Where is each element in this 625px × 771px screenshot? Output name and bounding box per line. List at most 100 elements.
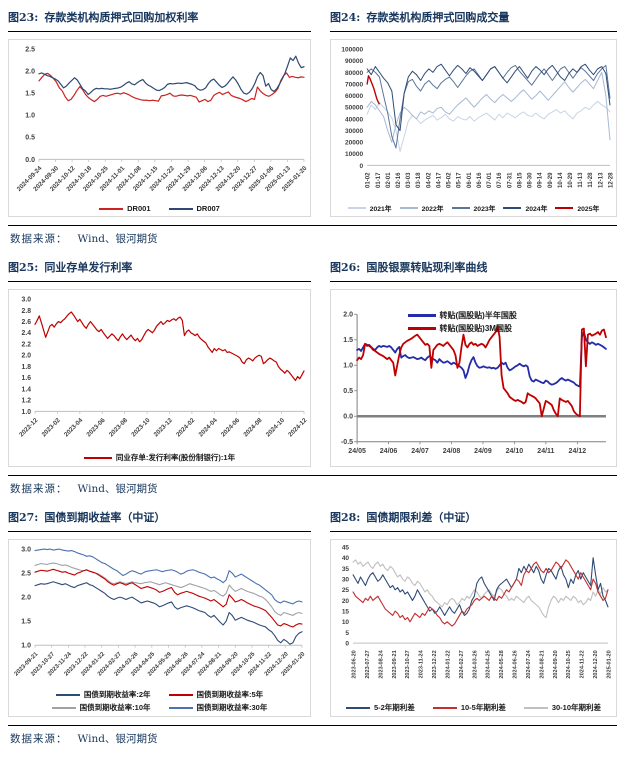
svg-text:2.6: 2.6 [22, 319, 32, 326]
svg-text:2024-11-22: 2024-11-22 [580, 650, 586, 678]
svg-text:2024-08-21: 2024-08-21 [539, 650, 545, 678]
svg-text:2023-04: 2023-04 [63, 417, 85, 439]
figure-24-chart: 0 10000 20000 30000 40000 50000 60000 70000 8000… [330, 39, 617, 217]
svg-text:2023-07-27: 2023-07-27 [365, 650, 371, 678]
figure-number: 图27: [8, 511, 39, 524]
svg-text:24/07: 24/07 [411, 448, 429, 455]
svg-text:0.0: 0.0 [343, 414, 353, 421]
svg-text:10-29: 10-29 [568, 172, 574, 188]
svg-text:2024-05-28: 2024-05-28 [499, 650, 505, 678]
svg-text:2025-01-20: 2025-01-20 [606, 650, 612, 678]
data-source-line: 数据来源： Wind、银河期货 [10, 482, 617, 496]
svg-text:07-01: 07-01 [487, 172, 493, 188]
svg-text:1.6: 1.6 [22, 375, 32, 382]
svg-text:24/06: 24/06 [380, 448, 398, 455]
svg-text:1.5: 1.5 [343, 337, 353, 344]
svg-text:3.0: 3.0 [22, 297, 32, 304]
svg-text:08-30: 08-30 [528, 172, 534, 188]
figure-26: 图26: 国股银票转贴现利率曲线 -0.5 0.0 0.5 1.0 1.5 2.0 24/05… [330, 255, 617, 467]
chart-canvas: 0 10000 20000 30000 40000 50000 60000 70000 8000… [341, 47, 615, 188]
svg-text:0.5: 0.5 [25, 135, 35, 142]
divider [8, 475, 617, 476]
svg-text:-0.5: -0.5 [341, 439, 353, 446]
svg-text:02-16: 02-16 [396, 172, 402, 188]
svg-text:2024-09-20: 2024-09-20 [553, 650, 559, 678]
series-2025年 [366, 75, 380, 105]
figure-27: 图27: 国债到期收益率（中证） 1.0 1.5 2.0 2.5 3.0 2023-09-2… [8, 505, 311, 717]
figure-25-title: 图25: 同业存单发行利率 [8, 260, 311, 275]
svg-text:5: 5 [345, 630, 349, 637]
series-DR007 [38, 55, 305, 96]
series-DR001 [38, 72, 305, 103]
svg-text:2024-04-25: 2024-04-25 [486, 650, 492, 678]
figure-28-chart: 0 5 10 15 20 25 30 35 40 45 2023-06-20 2023-07-27 20… [330, 539, 617, 717]
svg-text:03-18: 03-18 [416, 172, 422, 188]
data-source-value: Wind、银河期货 [77, 483, 158, 495]
svg-text:90000: 90000 [345, 58, 363, 65]
svg-text:2024-03-26: 2024-03-26 [472, 650, 478, 678]
figure-row-1: 图23: 存款类机构质押式回购加权利率 0.0 0.5 1.0 1.5 2.0 2.5 202… [8, 5, 617, 217]
chart-canvas: -0.5 0.0 0.5 1.0 1.5 2.0 24/05 24/06 24/07 24/08 2… [341, 312, 607, 455]
figure-number: 图26: [330, 261, 361, 274]
svg-text:2023-06: 2023-06 [85, 417, 107, 439]
svg-text:09-14: 09-14 [538, 172, 544, 188]
data-source-label: 数据来源： [10, 733, 68, 745]
svg-text:2023-12-22: 2023-12-22 [432, 650, 438, 678]
series-国债到期收益率:30年 [34, 548, 303, 605]
svg-text:05-02: 05-02 [447, 172, 453, 188]
svg-text:1.4: 1.4 [22, 386, 32, 393]
svg-text:10000: 10000 [345, 151, 363, 158]
series-2021年 [366, 100, 611, 152]
svg-text:0: 0 [359, 163, 363, 170]
svg-text:11-28: 11-28 [588, 172, 594, 188]
data-source-label: 数据来源： [10, 233, 68, 245]
divider [8, 281, 311, 282]
svg-text:24/10: 24/10 [506, 448, 524, 455]
svg-text:2024-02-27: 2024-02-27 [459, 650, 465, 678]
svg-text:2024-04: 2024-04 [197, 417, 219, 439]
svg-text:70000: 70000 [345, 81, 363, 88]
svg-text:2024-02: 2024-02 [175, 417, 197, 439]
svg-text:2024-06-26: 2024-06-26 [513, 650, 519, 678]
report-page: 图23: 存款类机构质押式回购加权利率 0.0 0.5 1.0 1.5 2.0 2.5 202… [8, 5, 617, 746]
data-source-line: 数据来源： Wind、银河期货 [10, 732, 617, 746]
svg-text:2024-01-22: 2024-01-22 [446, 650, 452, 678]
svg-text:25: 25 [342, 587, 350, 594]
svg-text:1.0: 1.0 [21, 643, 31, 650]
svg-text:10-14: 10-14 [558, 172, 564, 188]
svg-text:20: 20 [342, 598, 350, 605]
figure-23-chart: 0.0 0.5 1.0 1.5 2.0 2.5 2024-09-24 2024-09-30 20… [8, 39, 311, 217]
series-2024年 [366, 63, 611, 132]
svg-text:1.5: 1.5 [21, 619, 31, 626]
svg-text:15: 15 [342, 609, 350, 616]
divider [330, 531, 617, 532]
svg-text:2024-10-25: 2024-10-25 [566, 650, 572, 678]
svg-text:2023-12: 2023-12 [153, 417, 175, 439]
svg-text:2.2: 2.2 [22, 341, 32, 348]
svg-text:1.8: 1.8 [22, 364, 32, 371]
svg-text:1.0: 1.0 [25, 113, 35, 120]
svg-text:07-16: 07-16 [497, 172, 503, 188]
chart-canvas: 1.0 1.2 1.4 1.6 1.8 2.0 2.2 2.4 2.6 2.8 3.0 2022-12… [18, 297, 309, 439]
figure-caption: 存款类机构质押式回购加权利率 [44, 11, 199, 24]
svg-text:60000: 60000 [345, 93, 363, 100]
svg-text:07-31: 07-31 [507, 172, 513, 188]
svg-text:2024-06: 2024-06 [220, 417, 242, 439]
series-转贴(国股贴)半年国股 [356, 331, 607, 388]
svg-text:2.5: 2.5 [21, 571, 31, 578]
data-source-line: 数据来源： Wind、银河期货 [10, 232, 617, 246]
svg-text:03-03: 03-03 [406, 172, 412, 188]
series-国债到期收益率:10年 [34, 562, 303, 616]
svg-text:06-16: 06-16 [477, 172, 483, 188]
svg-text:20000: 20000 [345, 140, 363, 147]
svg-text:80000: 80000 [345, 70, 363, 77]
figure-caption: 同业存单发行利率 [44, 261, 133, 274]
svg-text:24/11: 24/11 [537, 448, 554, 455]
figure-25: 图25: 同业存单发行利率 1.0 1.2 1.4 1.6 1.8 2.0 2.2 2.4 2.6… [8, 255, 311, 467]
figure-25-chart: 1.0 1.2 1.4 1.6 1.8 2.0 2.2 2.4 2.6 2.8 3.0 2022-12… [8, 289, 311, 467]
svg-text:12-28: 12-28 [609, 172, 615, 188]
figure-row-2: 图25: 同业存单发行利率 1.0 1.2 1.4 1.6 1.8 2.0 2.2 2.4 2.6… [8, 255, 617, 467]
chart-canvas: 1.01.52.02.53.02023-09-212023-10-272023-… [14, 547, 307, 678]
svg-text:30: 30 [342, 577, 350, 584]
figure-number: 图25: [8, 261, 39, 274]
